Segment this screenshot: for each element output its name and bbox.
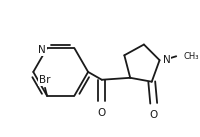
Text: O: O (97, 108, 105, 118)
Text: N: N (38, 45, 46, 55)
Text: N: N (162, 55, 169, 65)
Text: Br: Br (39, 75, 51, 85)
Text: CH₃: CH₃ (182, 52, 198, 61)
Text: O: O (149, 110, 157, 120)
